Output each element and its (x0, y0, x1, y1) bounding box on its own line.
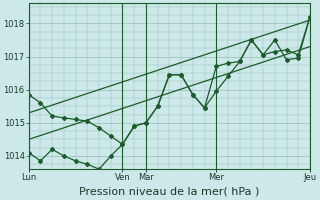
X-axis label: Pression niveau de la mer( hPa ): Pression niveau de la mer( hPa ) (79, 187, 260, 197)
